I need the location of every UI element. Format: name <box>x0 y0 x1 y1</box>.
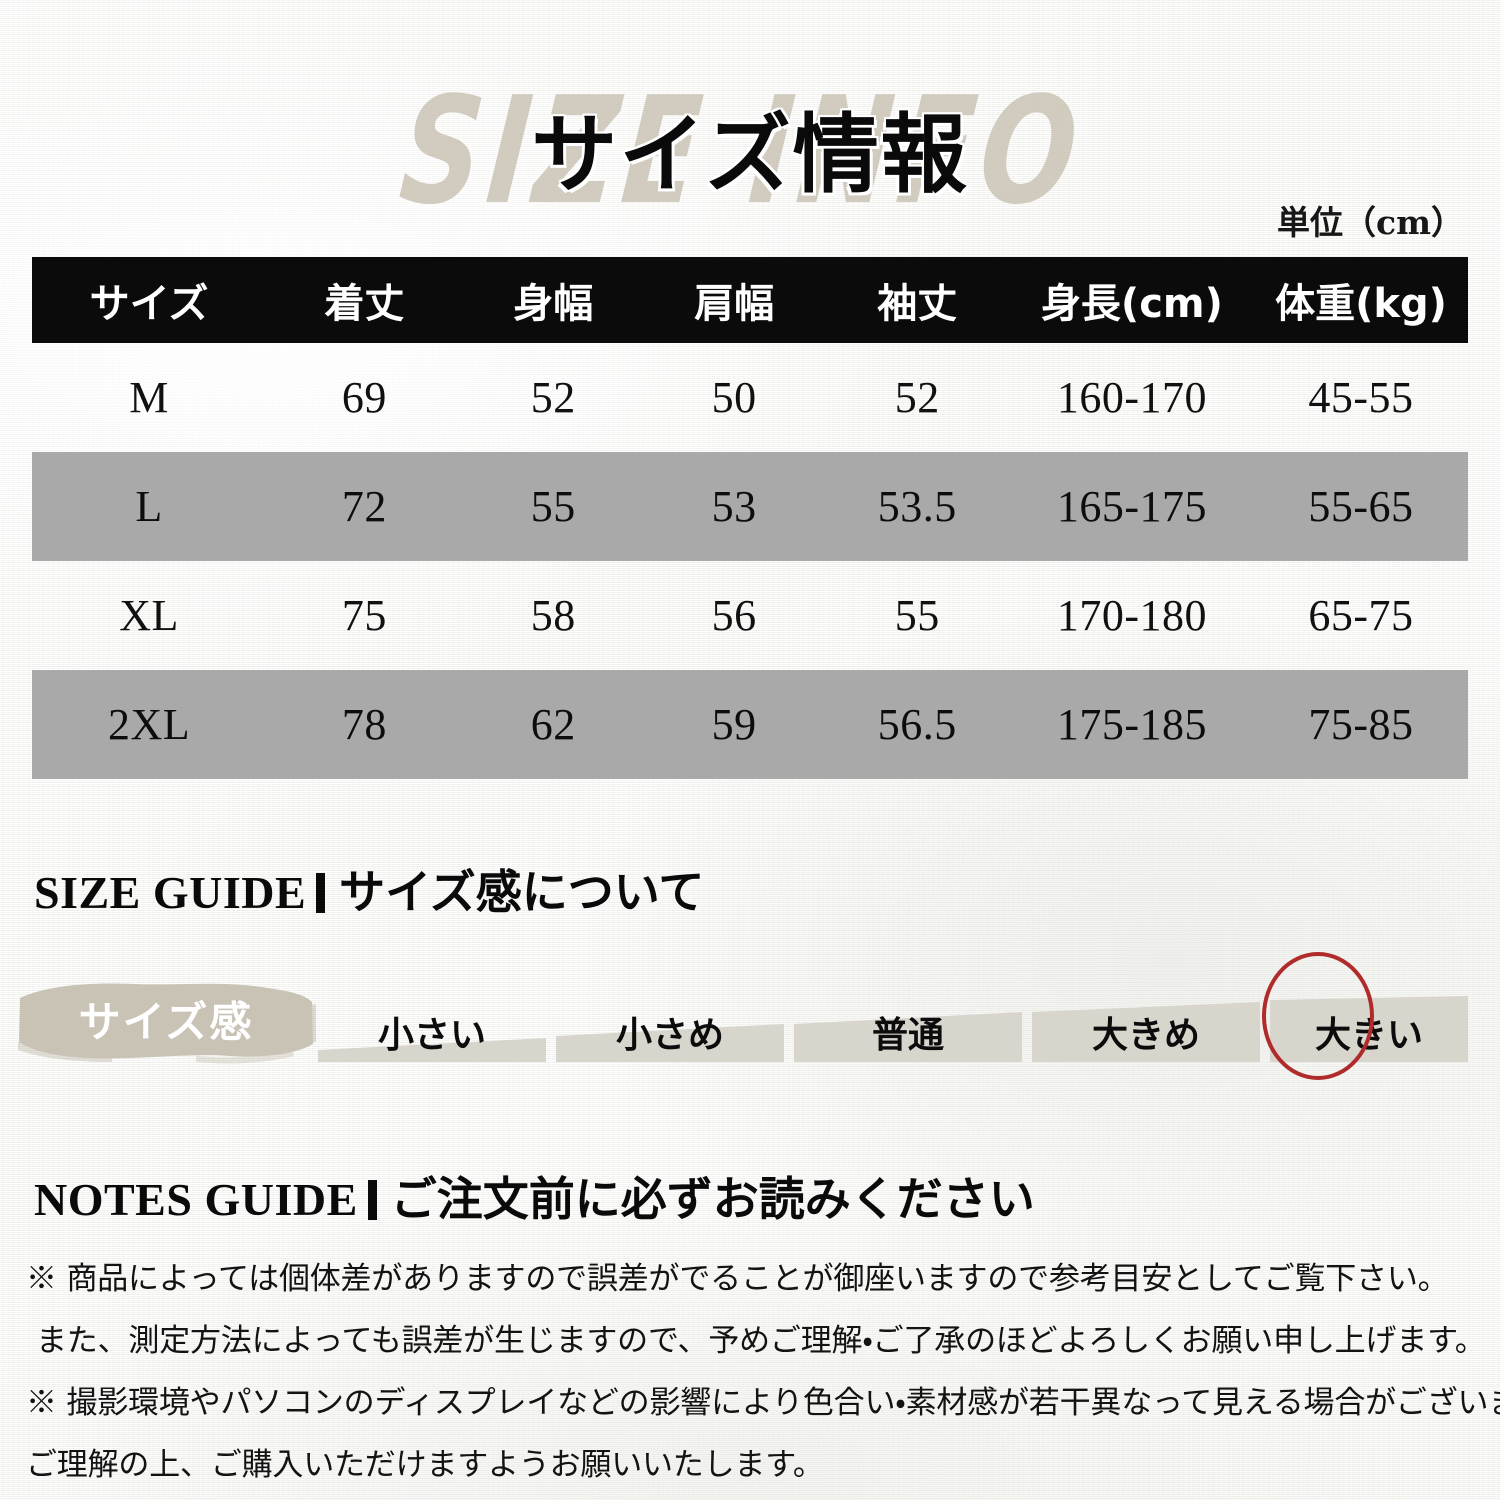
notes-guide-heading-jp: ご注文前に必ずお読みください <box>390 1172 1035 1226</box>
column-header-height: 身長(cm) <box>1009 257 1254 343</box>
size-feel-badge-label: サイズ感 <box>78 997 254 1047</box>
cell-height: 160-170 <box>1056 373 1207 422</box>
cell-shoulder: 56 <box>711 591 757 640</box>
cell-height: 170-180 <box>1056 591 1207 640</box>
notes-guide-heading: NOTES GUIDE ご注文前に必ずお読みください <box>34 1163 1035 1229</box>
size-feel-track: 小さい 小さめ 普通 大きめ <box>318 952 1468 1080</box>
page-title: サイズ情報 <box>531 105 969 205</box>
notes-list: ※ 商品によっては個体差がありますので誤差がでることが御座いますので参考目安とし… <box>26 1248 1500 1496</box>
size-table-body: M 69 52 50 52 160-170 45-55 L 72 55 53 5… <box>32 343 1468 779</box>
scale-label-slightly-large: 大きめ <box>1091 1015 1200 1056</box>
column-header-size: サイズ <box>32 257 267 343</box>
note-line: ※ 撮影環境やパソコンのディスプレイなどの影響により色合い・素材感が若干異なって… <box>26 1385 1500 1421</box>
heading-divider-bar <box>316 873 326 913</box>
column-header-sleeve: 袖丈 <box>824 257 1010 343</box>
cell-length: 72 <box>266 452 463 561</box>
size-table: サイズ 着丈 身幅 肩幅 袖丈 身長(cm) 体重(kg) M 69 52 50… <box>32 257 1468 779</box>
cell-height: 175-185 <box>1009 670 1254 779</box>
cell-height: 165-175 <box>1009 452 1254 561</box>
cell-shoulder: 59 <box>643 670 825 779</box>
cell-chest: 55 <box>462 452 644 561</box>
column-header-length: 着丈 <box>266 257 463 343</box>
cell-sleeve: 55 <box>894 591 940 640</box>
page-title-block: SIZE INFO サイズ情報 <box>0 58 1500 238</box>
scale-label-slightly-small: 小さめ <box>615 1015 724 1056</box>
cell-weight: 65-75 <box>1308 591 1414 640</box>
scale-segment-shape <box>318 1038 546 1062</box>
size-feel-scale: サイズ感 小さい 小さめ 普通 <box>0 952 1500 1090</box>
note-line: ご理解の上、ご購入いただけますようお願いいたします。 <box>26 1447 824 1483</box>
table-row: L 72 55 53 53.5 165-175 55-65 <box>32 452 1468 561</box>
note-line: ※ 商品によっては個体差がありますので誤差がでることが御座いますので参考目安とし… <box>26 1261 1449 1297</box>
size-table-header: サイズ 着丈 身幅 肩幅 袖丈 身長(cm) 体重(kg) <box>32 257 1468 343</box>
cell-sleeve: 53.5 <box>824 452 1010 561</box>
cell-weight: 55-65 <box>1253 452 1468 561</box>
heading-divider-bar <box>367 1180 377 1220</box>
note-line: また、測定方法によっても誤差が生じますので、予めご理解・ご了承のほどよろしくお願… <box>36 1323 1486 1359</box>
cell-sleeve: 56.5 <box>824 670 1010 779</box>
table-row: XL 75 58 56 55 170-180 65-75 <box>32 561 1468 670</box>
cell-chest: 58 <box>530 591 576 640</box>
scale-label-small: 小さい <box>377 1015 486 1056</box>
table-row: M 69 52 50 52 160-170 45-55 <box>32 343 1468 452</box>
cell-weight: 75-85 <box>1253 670 1468 779</box>
cell-chest: 52 <box>530 373 576 422</box>
cell-size: L <box>32 452 267 561</box>
scale-segment-shape <box>556 1024 784 1062</box>
table-header-row: サイズ 着丈 身幅 肩幅 袖丈 身長(cm) 体重(kg) <box>32 257 1468 343</box>
scale-segment-shape <box>1032 1002 1260 1062</box>
cell-sleeve: 52 <box>894 373 940 422</box>
unit-label: 単位（cm） <box>1276 203 1464 242</box>
size-guide-heading-en: SIZE GUIDE <box>34 867 307 918</box>
cell-length: 78 <box>266 670 463 779</box>
cell-weight: 45-55 <box>1308 373 1414 422</box>
cell-shoulder: 53 <box>643 452 825 561</box>
size-guide-heading-jp: サイズ感について <box>339 865 705 919</box>
size-guide-heading: SIZE GUIDE サイズ感について <box>34 856 704 922</box>
cell-length: 75 <box>341 591 387 640</box>
scale-segment-shape <box>794 1012 1022 1062</box>
notes-guide-heading-en: NOTES GUIDE <box>34 1174 358 1225</box>
brush-stroke-icon <box>18 983 316 1064</box>
column-header-shoulder: 肩幅 <box>643 257 825 343</box>
column-header-weight: 体重(kg) <box>1253 257 1468 343</box>
cell-size: XL <box>119 591 179 640</box>
cell-length: 69 <box>341 373 387 422</box>
size-feel-badge: サイズ感 <box>16 972 316 1068</box>
cell-size: 2XL <box>32 670 267 779</box>
cell-size: M <box>129 373 169 422</box>
cell-chest: 62 <box>462 670 644 779</box>
column-header-chest: 身幅 <box>462 257 644 343</box>
table-row: 2XL 78 62 59 56.5 175-185 75-85 <box>32 670 1468 779</box>
scale-label-normal: 普通 <box>871 1015 944 1056</box>
size-feel-marker-icon <box>1262 952 1374 1080</box>
cell-shoulder: 50 <box>711 373 757 422</box>
